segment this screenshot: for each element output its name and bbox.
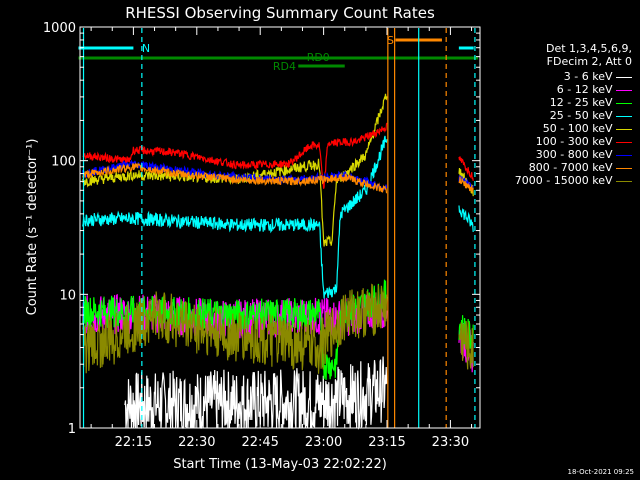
- rd0-flag-label: RD0: [307, 51, 330, 64]
- legend-item-12-25: 12 - 25 keV: [550, 96, 632, 109]
- series-line-7000-15000: [82, 283, 474, 374]
- x-tick-label: 22:45: [241, 435, 278, 450]
- y-axis-label: Count Rate (s⁻¹ detector⁻¹): [25, 139, 40, 316]
- data-layer: N S RD0 RD4: [78, 28, 478, 430]
- legend-swatch: [616, 154, 632, 156]
- legend-swatch: [616, 167, 632, 169]
- legend-label: 12 - 25 keV: [549, 96, 616, 109]
- legend-item-300-800: 300 - 800 keV: [536, 148, 632, 161]
- y-tick-label: 1000: [43, 21, 76, 36]
- y-tick-label: 10: [59, 288, 76, 303]
- legend-swatch: [616, 115, 632, 117]
- legend-item-7000-15000: 7000 - 15000 keV: [515, 174, 632, 187]
- night-flag-label: N: [142, 42, 150, 55]
- legend-label: 25 - 50 keV: [549, 109, 616, 122]
- legend-label: 100 - 300 keV: [535, 135, 616, 148]
- legend-header-line-2: FDecim 2, Att 0: [546, 55, 632, 68]
- legend-header: Det 1,3,4,5,6,9, FDecim 2, Att 0: [546, 42, 632, 68]
- legend-swatch: [616, 102, 632, 104]
- x-tick-label: 23:30: [432, 435, 469, 450]
- legend-swatch: [616, 128, 632, 130]
- legend-item-3-6: 3 - 6 keV: [564, 70, 632, 83]
- axes-layer: 1 10 100 1000 22:15 22:30 22:45 23:00 23:15 23:30: [43, 21, 481, 450]
- x-tick-label: 23:15: [368, 435, 405, 450]
- saa-flag-label: S: [387, 34, 394, 47]
- legend-label: 3 - 6 keV: [563, 70, 616, 83]
- x-tick-label: 22:30: [178, 435, 215, 450]
- legend-label: 300 - 800 keV: [535, 148, 616, 161]
- legend-label: 800 - 7000 keV: [528, 161, 616, 174]
- legend-swatch: [616, 76, 632, 78]
- legend-header-line-1: Det 1,3,4,5,6,9,: [545, 42, 632, 55]
- chart-title: RHESSI Observing Summary Count Rates: [125, 4, 435, 22]
- x-axis-label: Start Time (13-May-03 22:02:22): [173, 457, 387, 472]
- series-line-25-50: [82, 135, 474, 299]
- y-tick-label: 100: [51, 155, 76, 170]
- legend-label: 7000 - 15000 keV: [514, 174, 616, 187]
- rd4-flag-label: RD4: [273, 60, 296, 73]
- plot-frame: [79, 26, 481, 429]
- legend-item-800-7000: 800 - 7000 keV: [529, 161, 632, 174]
- legend-label: 50 - 100 keV: [542, 122, 616, 135]
- legend-item-6-12: 6 - 12 keV: [557, 83, 632, 96]
- legend-item-100-300: 100 - 300 keV: [536, 135, 632, 148]
- legend-swatch: [616, 180, 632, 182]
- footer-date: 18-Oct-2021 09:25: [567, 468, 634, 476]
- series-line-800-7000: [82, 162, 474, 194]
- series-line-100-300: [82, 122, 474, 189]
- legend-swatch: [616, 89, 632, 91]
- x-tick-label: 22:15: [115, 435, 152, 450]
- y-tick-label: 1: [68, 422, 76, 437]
- x-tick-label: 23:00: [305, 435, 342, 450]
- legend-label: 6 - 12 keV: [556, 83, 616, 96]
- legend-item-50-100: 50 - 100 keV: [543, 122, 632, 135]
- series-line-3-6: [124, 356, 388, 430]
- legend-swatch: [616, 141, 632, 143]
- legend-item-25-50: 25 - 50 keV: [550, 109, 632, 122]
